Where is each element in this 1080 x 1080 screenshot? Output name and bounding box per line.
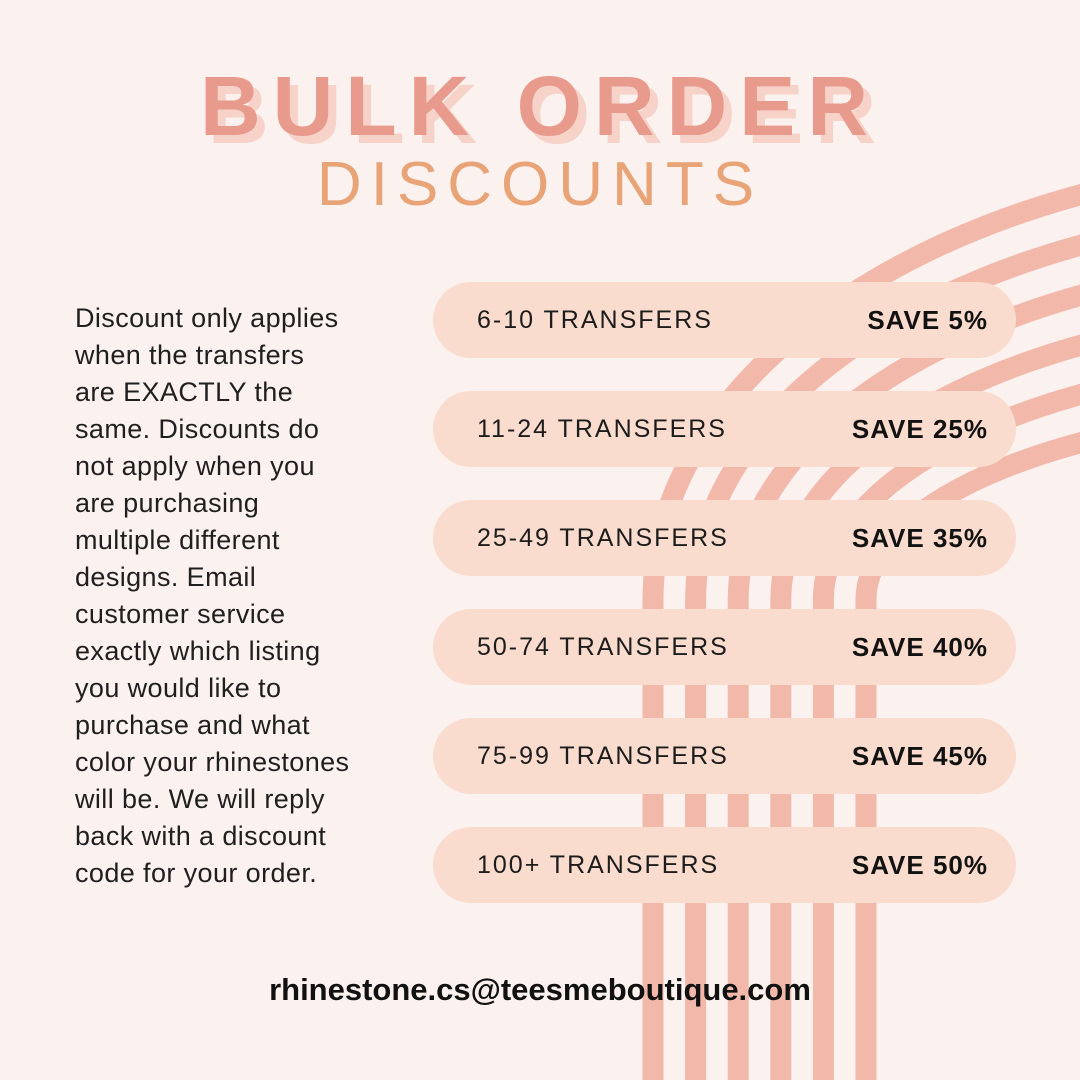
discount-save: SAVE 50% bbox=[851, 849, 988, 880]
page-title: BULK ORDER bbox=[200, 59, 880, 153]
discount-save: SAVE 5% bbox=[867, 304, 988, 335]
discount-save: SAVE 40% bbox=[851, 631, 988, 662]
discount-range: 100+ TRANSFERS bbox=[477, 850, 720, 879]
discount-row: 50-74 TRANSFERS SAVE 40% bbox=[433, 609, 1016, 685]
discount-row: 100+ TRANSFERS SAVE 50% bbox=[433, 827, 1016, 903]
discount-list: 6-10 TRANSFERS SAVE 5% 11-24 TRANSFERS S… bbox=[433, 282, 1016, 936]
discount-row: 25-49 TRANSFERS SAVE 35% bbox=[433, 500, 1016, 576]
discount-save: SAVE 35% bbox=[851, 522, 988, 553]
discount-range: 6-10 TRANSFERS bbox=[477, 305, 713, 334]
discount-row: 6-10 TRANSFERS SAVE 5% bbox=[433, 282, 1016, 358]
page-subtitle: DISCOUNTS bbox=[316, 150, 764, 219]
discount-save: SAVE 45% bbox=[851, 740, 988, 771]
description-text: Discount only applies when the transfers… bbox=[75, 303, 350, 888]
discount-row: 11-24 TRANSFERS SAVE 25% bbox=[433, 391, 1016, 467]
contact-email: rhinestone.cs@teesmeboutique.com bbox=[269, 972, 811, 1007]
discount-range: 25-49 TRANSFERS bbox=[477, 523, 729, 552]
discount-range: 11-24 TRANSFERS bbox=[477, 414, 727, 443]
discount-range: 75-99 TRANSFERS bbox=[477, 741, 729, 770]
discount-save: SAVE 25% bbox=[851, 413, 988, 444]
discount-range: 50-74 TRANSFERS bbox=[477, 632, 729, 661]
discount-row: 75-99 TRANSFERS SAVE 45% bbox=[433, 718, 1016, 794]
